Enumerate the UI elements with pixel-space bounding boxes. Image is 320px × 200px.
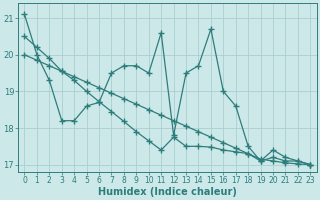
- X-axis label: Humidex (Indice chaleur): Humidex (Indice chaleur): [98, 187, 237, 197]
